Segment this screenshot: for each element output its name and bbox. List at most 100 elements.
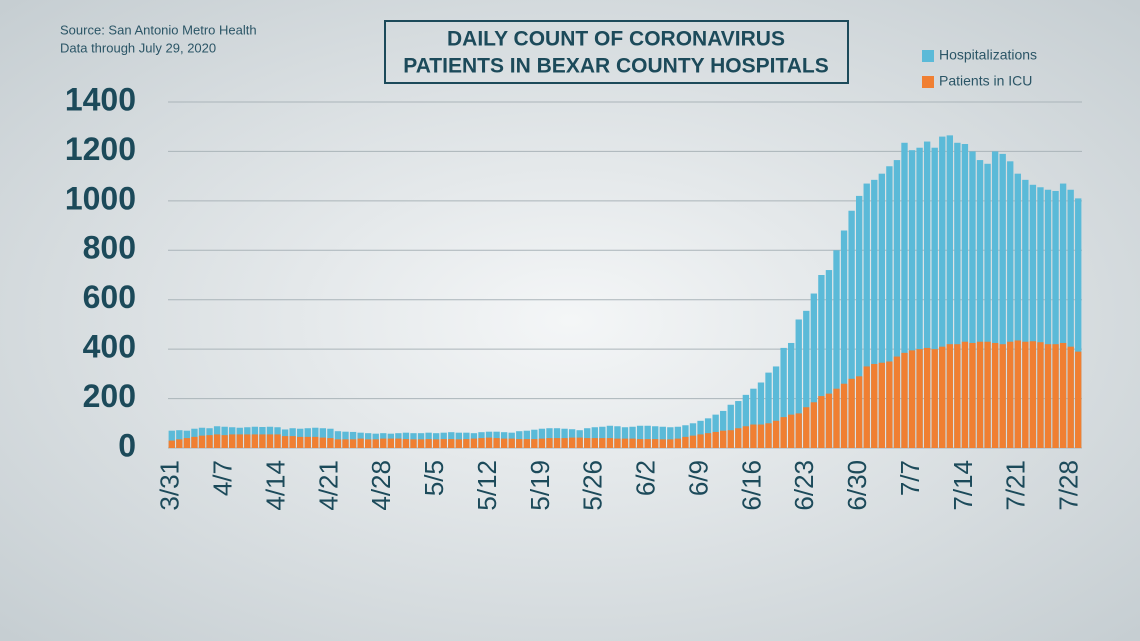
bar bbox=[176, 430, 183, 448]
bar bbox=[448, 439, 455, 448]
bar bbox=[1029, 341, 1037, 448]
bar bbox=[976, 160, 984, 449]
bar bbox=[795, 319, 802, 448]
bar bbox=[1044, 189, 1052, 448]
bar bbox=[1059, 342, 1067, 448]
bar bbox=[901, 142, 908, 448]
x-tick-label: 7/28 bbox=[1054, 460, 1084, 511]
bar bbox=[697, 434, 704, 448]
bar bbox=[969, 151, 976, 448]
bar bbox=[531, 429, 538, 448]
bar bbox=[561, 438, 568, 448]
x-tick-label: 5/12 bbox=[472, 460, 502, 511]
bar bbox=[1059, 183, 1067, 449]
bar bbox=[213, 434, 221, 448]
bar bbox=[1007, 341, 1014, 448]
bar bbox=[342, 439, 349, 448]
x-tick-label: 6/2 bbox=[631, 460, 661, 496]
bar bbox=[871, 179, 878, 448]
bar bbox=[863, 183, 870, 449]
bar bbox=[772, 366, 780, 448]
bar bbox=[916, 147, 923, 448]
bar bbox=[1075, 351, 1082, 448]
x-tick-label: 5/5 bbox=[419, 460, 449, 496]
bar bbox=[939, 136, 946, 448]
bar bbox=[1022, 179, 1029, 448]
bar bbox=[485, 437, 493, 448]
bar bbox=[795, 413, 802, 448]
bar bbox=[319, 437, 327, 448]
bar bbox=[455, 439, 462, 448]
bar bbox=[916, 349, 923, 448]
bar bbox=[765, 423, 772, 448]
subtitle: Data through July 29, 2020 bbox=[60, 40, 216, 55]
y-tick-label: 200 bbox=[83, 378, 136, 414]
bar bbox=[221, 435, 228, 448]
bar bbox=[991, 151, 999, 448]
bar bbox=[584, 438, 591, 448]
bar bbox=[1007, 161, 1014, 449]
bar bbox=[621, 438, 629, 448]
bar bbox=[735, 428, 742, 448]
legend-label: Hospitalizations bbox=[939, 47, 1037, 63]
bar bbox=[976, 341, 984, 448]
bar bbox=[780, 347, 787, 448]
bar bbox=[652, 439, 659, 448]
bar bbox=[833, 388, 840, 448]
bar bbox=[289, 436, 296, 448]
bar bbox=[636, 425, 644, 448]
bar bbox=[349, 439, 357, 448]
bar bbox=[682, 436, 689, 448]
bar bbox=[727, 404, 734, 448]
x-tick-label: 7/14 bbox=[948, 460, 978, 511]
x-tick-label: 3/31 bbox=[155, 460, 185, 511]
bar bbox=[878, 173, 885, 448]
bar bbox=[395, 438, 402, 448]
bar bbox=[674, 426, 682, 448]
bar bbox=[365, 439, 372, 448]
bar bbox=[629, 438, 636, 448]
bar bbox=[553, 438, 561, 448]
bar bbox=[1037, 342, 1044, 448]
bar bbox=[1052, 344, 1059, 448]
x-tick-label: 7/7 bbox=[895, 460, 925, 496]
bar bbox=[440, 439, 447, 448]
bar bbox=[772, 420, 780, 448]
y-tick-label: 1200 bbox=[65, 131, 136, 167]
x-tick-label: 6/23 bbox=[789, 460, 819, 511]
bar bbox=[991, 342, 999, 448]
bar bbox=[599, 426, 606, 448]
bar bbox=[893, 356, 901, 448]
bar bbox=[939, 346, 946, 448]
bar bbox=[531, 439, 538, 448]
bar bbox=[500, 438, 508, 448]
bar bbox=[954, 344, 961, 448]
bar bbox=[908, 150, 916, 448]
bar bbox=[1037, 187, 1044, 448]
bar bbox=[803, 310, 810, 448]
bar bbox=[478, 438, 485, 448]
bar bbox=[818, 396, 825, 448]
bar bbox=[372, 439, 379, 448]
bar bbox=[855, 195, 863, 448]
bar bbox=[961, 144, 969, 448]
bar bbox=[961, 341, 969, 448]
bar bbox=[568, 437, 576, 448]
bar bbox=[720, 430, 727, 448]
bar bbox=[636, 439, 644, 448]
bar bbox=[712, 431, 719, 448]
x-tick-label: 6/30 bbox=[842, 460, 872, 511]
y-tick-label: 1400 bbox=[65, 81, 136, 117]
bar bbox=[840, 230, 848, 448]
bar bbox=[886, 361, 893, 448]
bar bbox=[735, 401, 742, 448]
bar bbox=[886, 166, 893, 448]
bar bbox=[712, 414, 719, 448]
bar bbox=[229, 434, 236, 448]
bar bbox=[538, 428, 546, 448]
bar bbox=[689, 435, 697, 448]
bar bbox=[183, 438, 191, 448]
bar bbox=[667, 427, 674, 448]
bar bbox=[969, 342, 976, 448]
bar bbox=[742, 394, 750, 448]
